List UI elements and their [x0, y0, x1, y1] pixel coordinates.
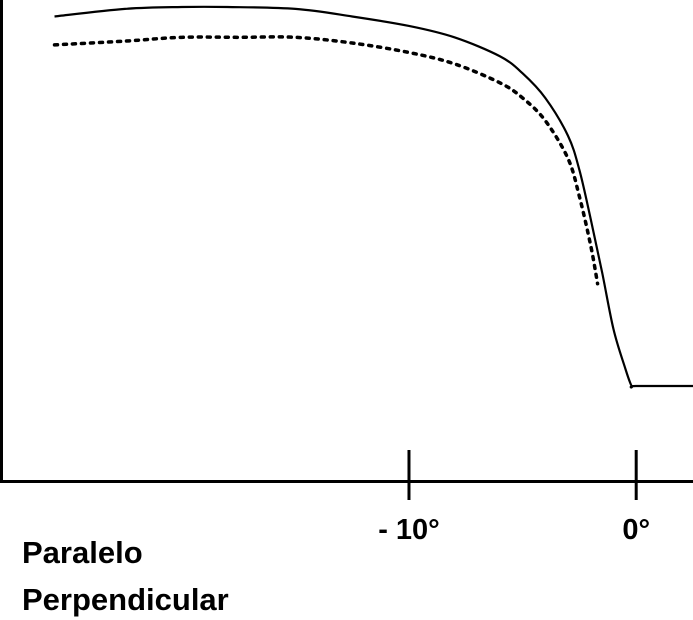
legend-label-perpendicular: Perpendicular: [22, 582, 229, 617]
legend-label-paralelo: Paralelo: [22, 535, 143, 570]
series-line-perpendicular: [52, 35, 600, 286]
legend: Paralelo Perpendicular: [22, 535, 229, 617]
x-tick-label: 0°: [622, 514, 650, 546]
series-group: [52, 5, 693, 389]
series-line-paralelo: [54, 5, 693, 389]
x-tick-label: - 10°: [378, 514, 440, 546]
x-ticks: - 10° 0°: [378, 450, 650, 546]
